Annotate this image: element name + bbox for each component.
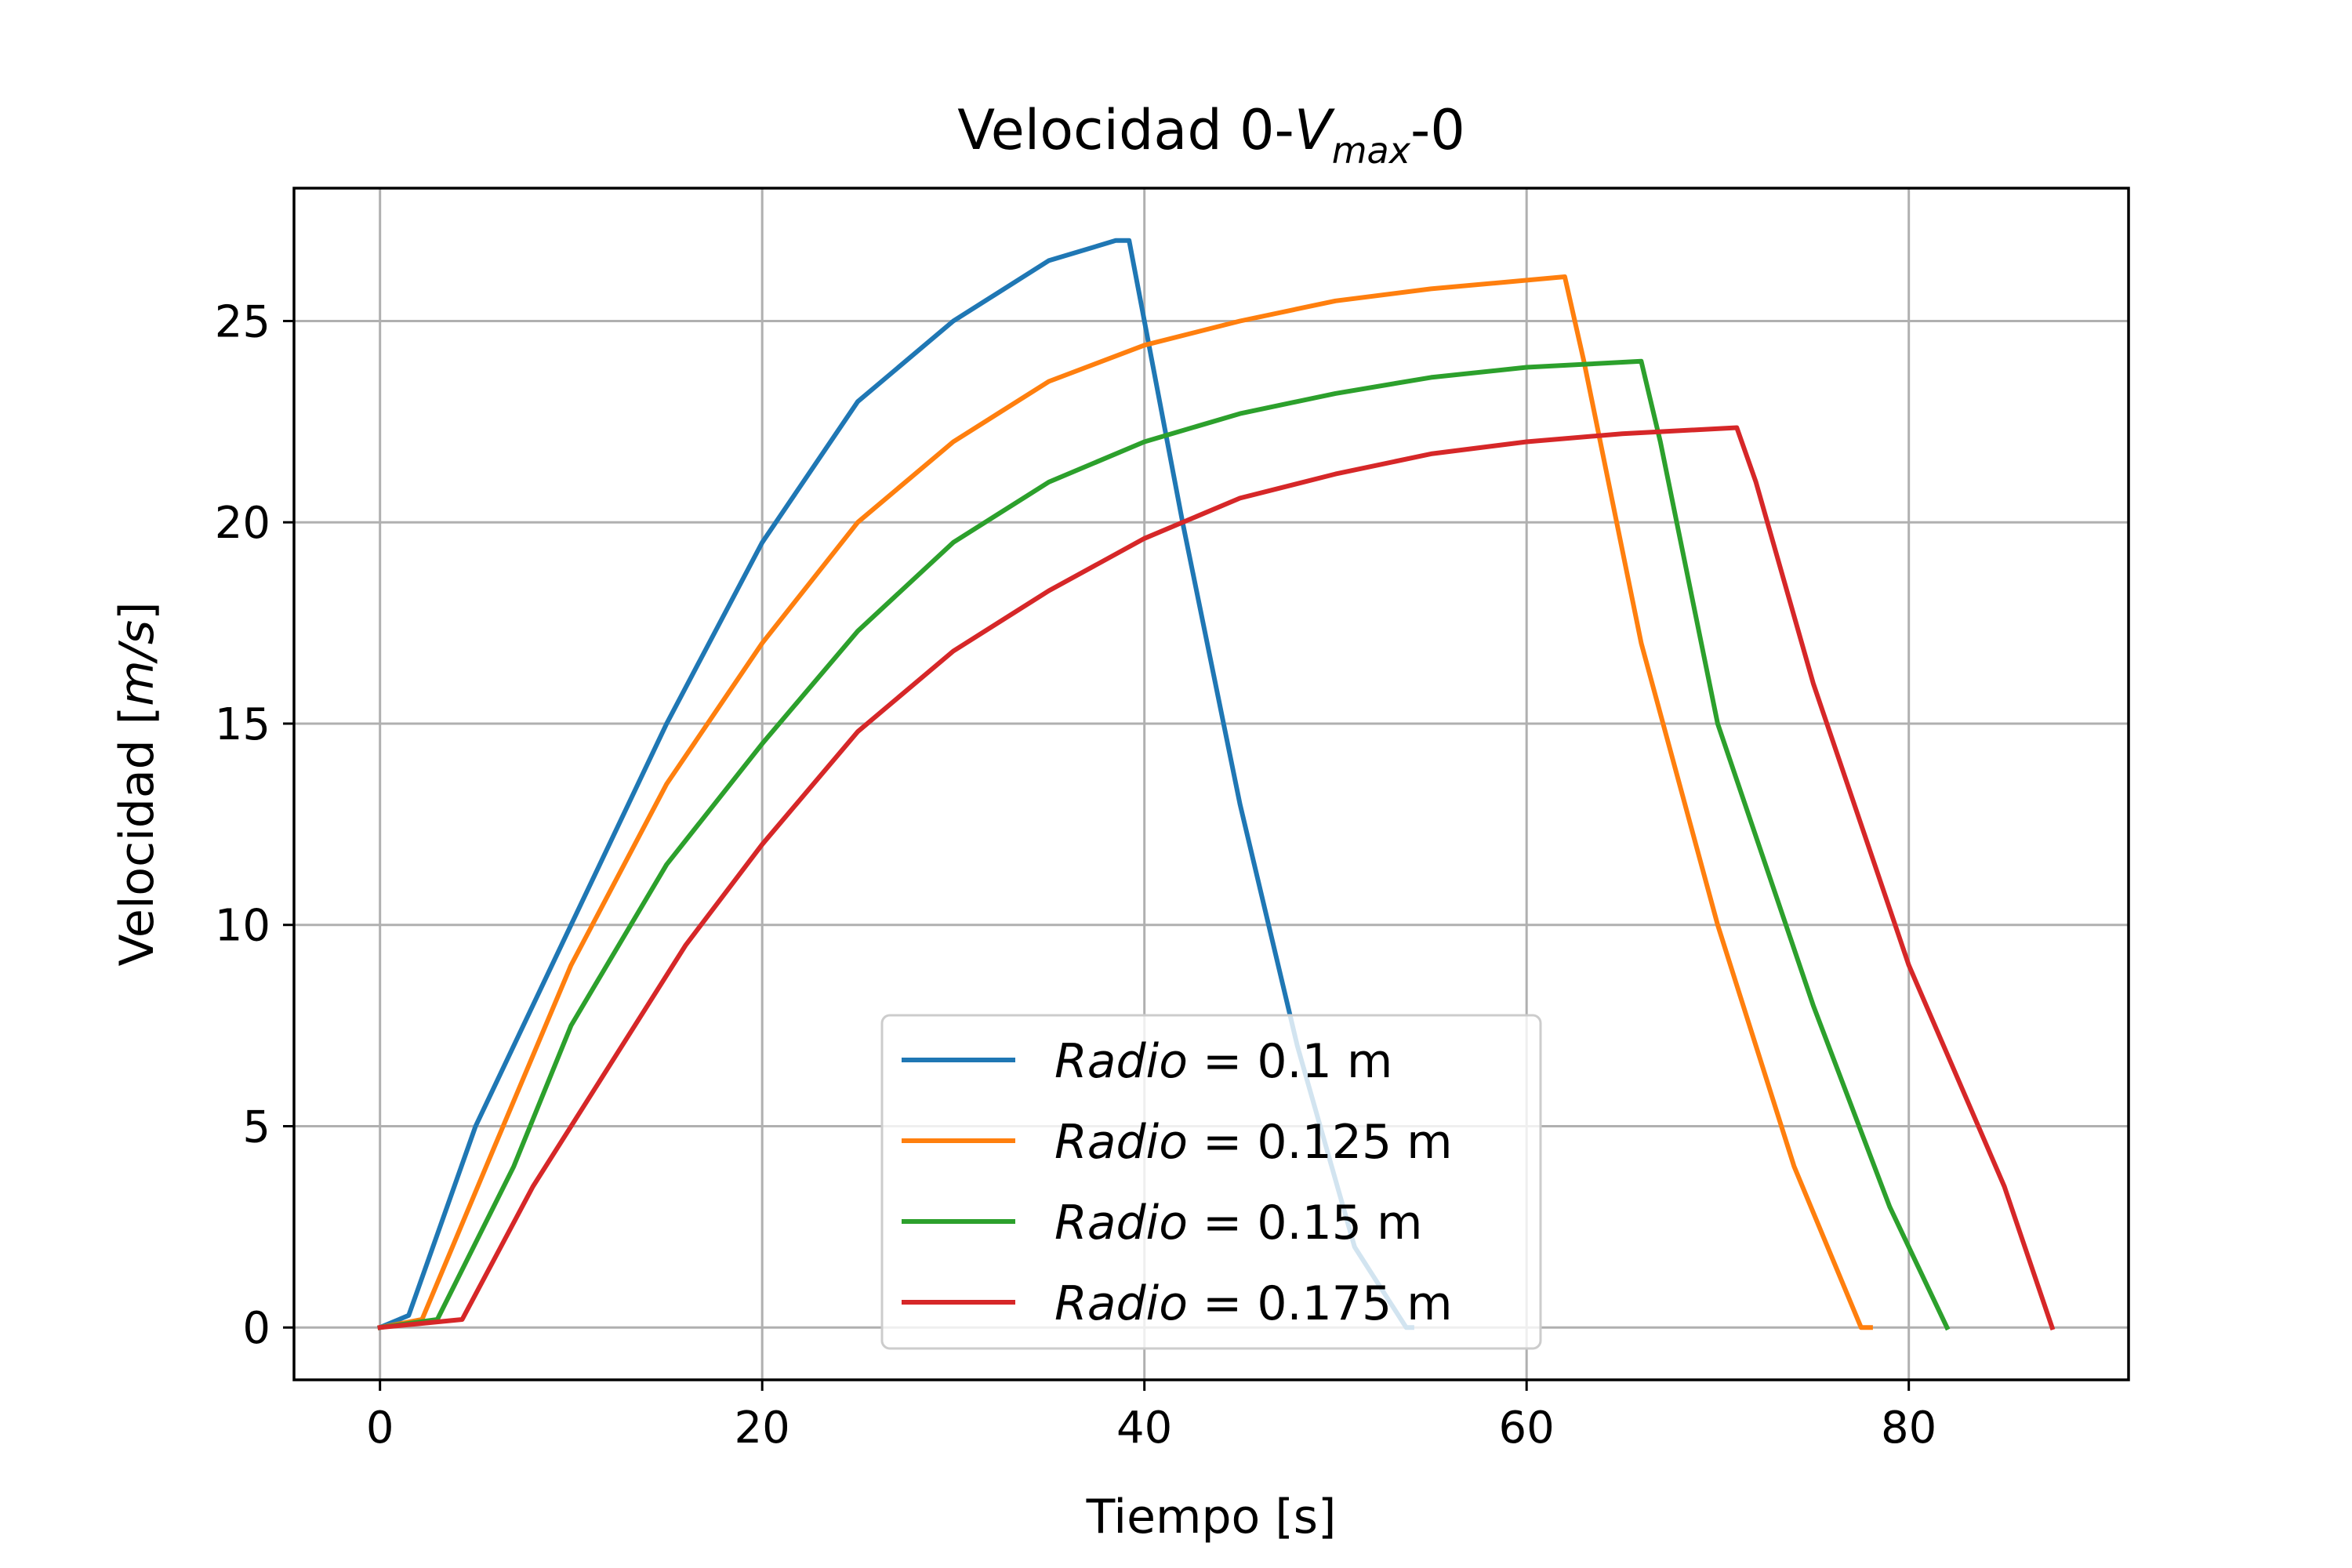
chart-title: Velocidad 0-Vmax-0 bbox=[957, 98, 1465, 172]
y-tick-label: 5 bbox=[242, 1102, 270, 1152]
legend-value: 0.15 m bbox=[1257, 1196, 1422, 1250]
series-line-4 bbox=[377, 425, 2056, 1331]
legend-value: 0.175 m bbox=[1257, 1276, 1452, 1331]
legend-value: 0.1 m bbox=[1257, 1034, 1392, 1089]
legend-prefix: Radio bbox=[1054, 1196, 1188, 1250]
x-axis-label: Tiempo [s] bbox=[1086, 1490, 1337, 1544]
title-sub: max bbox=[1332, 129, 1411, 172]
series-line-2 bbox=[377, 274, 1873, 1330]
legend-entry-2: Radio = 0.125 m bbox=[1054, 1115, 1453, 1170]
legend-entry-4: Radio = 0.175 m bbox=[1054, 1276, 1453, 1331]
legend-entry-1: Radio = 0.1 m bbox=[1054, 1034, 1392, 1089]
legend-equals: = bbox=[1188, 1276, 1257, 1331]
legend-equals: = bbox=[1188, 1115, 1257, 1170]
y-tick-label: 20 bbox=[215, 498, 270, 549]
legend-entry-3: Radio = 0.15 m bbox=[1054, 1196, 1422, 1250]
title-main: Velocidad 0- bbox=[957, 98, 1294, 162]
legend-equals: = bbox=[1188, 1196, 1257, 1250]
title-tail: -0 bbox=[1410, 98, 1465, 162]
plot-frame bbox=[292, 187, 2130, 1381]
legend-value: 0.125 m bbox=[1257, 1115, 1452, 1170]
legend-prefix: Radio bbox=[1054, 1276, 1188, 1331]
legend-prefix: Radio bbox=[1054, 1115, 1188, 1170]
legend-equals: = bbox=[1188, 1034, 1257, 1089]
legend-box bbox=[880, 1014, 1542, 1350]
y-tick-label: 0 bbox=[242, 1303, 270, 1354]
legend-prefix: Radio bbox=[1054, 1034, 1188, 1089]
ylabel-unit: m/s bbox=[110, 620, 165, 706]
x-tick-label: 20 bbox=[735, 1403, 790, 1454]
y-tick-label: 25 bbox=[215, 296, 270, 347]
y-tick-label: 15 bbox=[215, 699, 270, 750]
ticks bbox=[283, 319, 1911, 1391]
y-axis-label: Velocidad [m/s] bbox=[110, 601, 165, 966]
series-line-3 bbox=[377, 358, 1951, 1331]
ylabel-post: ] bbox=[110, 601, 165, 619]
title-var: V bbox=[1294, 98, 1335, 162]
y-tick-label: 10 bbox=[215, 901, 270, 952]
ylabel-pre: Velocidad [ bbox=[110, 706, 165, 967]
tick-labels: 0 20 40 60 80 0 5 10 15 20 25 bbox=[215, 296, 1937, 1454]
x-tick-label: 80 bbox=[1881, 1403, 1936, 1454]
x-tick-label: 0 bbox=[366, 1403, 394, 1454]
x-tick-label: 60 bbox=[1499, 1403, 1555, 1454]
x-tick-label: 40 bbox=[1116, 1403, 1172, 1454]
